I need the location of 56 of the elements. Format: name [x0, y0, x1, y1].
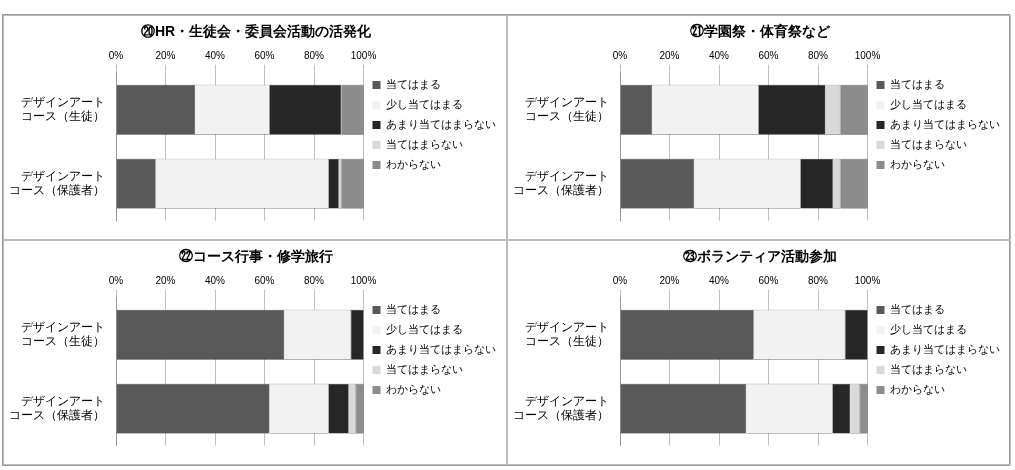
x-tick-label: 100% — [854, 274, 881, 286]
legend-label: あまり当てはまらない — [386, 343, 496, 356]
x-tick-label: 20% — [659, 274, 680, 286]
y-tick-label: デザインアートコース（保護者） — [9, 393, 105, 423]
legend-label: わからない — [890, 158, 945, 171]
legend-label: あまり当てはまらない — [890, 343, 1000, 356]
x-tick-label: 60% — [254, 49, 275, 61]
chart-title: ㉓ボランティア活動参加 — [683, 248, 837, 265]
x-tick-label: 0% — [612, 274, 628, 286]
y-tick-label: デザインアートコース（生徒） — [525, 319, 609, 349]
y-tick-label: デザインアートコース（生徒） — [21, 94, 105, 124]
chart-title: ㉒コース行事・修学旅行 — [179, 248, 333, 265]
legend-label: 少し当てはまる — [386, 323, 463, 336]
legend-label: 当てはまる — [386, 303, 441, 316]
x-tick-label: 60% — [758, 274, 779, 286]
legend-label: 当てはまらない — [890, 363, 967, 376]
chart-title: ㉑学園祭・体育祭など — [690, 23, 831, 40]
x-tick-label: 100% — [350, 49, 377, 61]
legend-label: 少し当てはまる — [890, 98, 967, 111]
legend-label: 当てはまらない — [890, 138, 967, 151]
y-tick-label: デザインアートコース（保護者） — [9, 168, 105, 198]
x-tick-label: 60% — [254, 274, 275, 286]
legend-label: わからない — [890, 383, 945, 396]
y-tick-label: デザインアートコース（生徒） — [525, 94, 609, 124]
x-tick-label: 20% — [659, 49, 680, 61]
x-tick-label: 80% — [807, 274, 829, 286]
x-tick-label: 0% — [108, 49, 124, 61]
legend-label: 少し当てはまる — [890, 323, 967, 336]
x-tick-label: 80% — [303, 49, 325, 61]
x-tick-label: 40% — [708, 49, 730, 61]
x-tick-label: 80% — [807, 49, 829, 61]
x-tick-label: 60% — [758, 49, 779, 61]
legend-label: 当てはまらない — [386, 138, 463, 151]
x-tick-label: 0% — [108, 274, 124, 286]
x-tick-label: 100% — [854, 49, 881, 61]
x-tick-label: 40% — [204, 49, 226, 61]
legend-label: あまり当てはまらない — [386, 118, 496, 131]
legend-label: わからない — [386, 158, 441, 171]
y-tick-label: デザインアートコース（生徒） — [21, 319, 105, 349]
x-tick-label: 100% — [350, 274, 377, 286]
x-tick-label: 40% — [708, 274, 730, 286]
x-tick-label: 20% — [155, 274, 176, 286]
x-tick-label: 40% — [204, 274, 226, 286]
legend-label: あまり当てはまらない — [890, 118, 1000, 131]
x-tick-label: 0% — [612, 49, 628, 61]
x-tick-label: 20% — [155, 49, 176, 61]
legend-label: 少し当てはまる — [386, 98, 463, 111]
y-tick-label: デザインアートコース（保護者） — [513, 393, 609, 423]
chart-title: ⑳HR・生徒会・委員会活動の活発化 — [140, 23, 373, 40]
legend-label: 当てはまる — [890, 303, 945, 316]
legend-label: 当てはまらない — [386, 363, 463, 376]
legend-label: 当てはまる — [890, 78, 945, 91]
legend-label: 当てはまる — [386, 78, 441, 91]
legend-label: わからない — [386, 383, 441, 396]
y-tick-label: デザインアートコース（保護者） — [513, 168, 609, 198]
x-tick-label: 80% — [303, 274, 325, 286]
